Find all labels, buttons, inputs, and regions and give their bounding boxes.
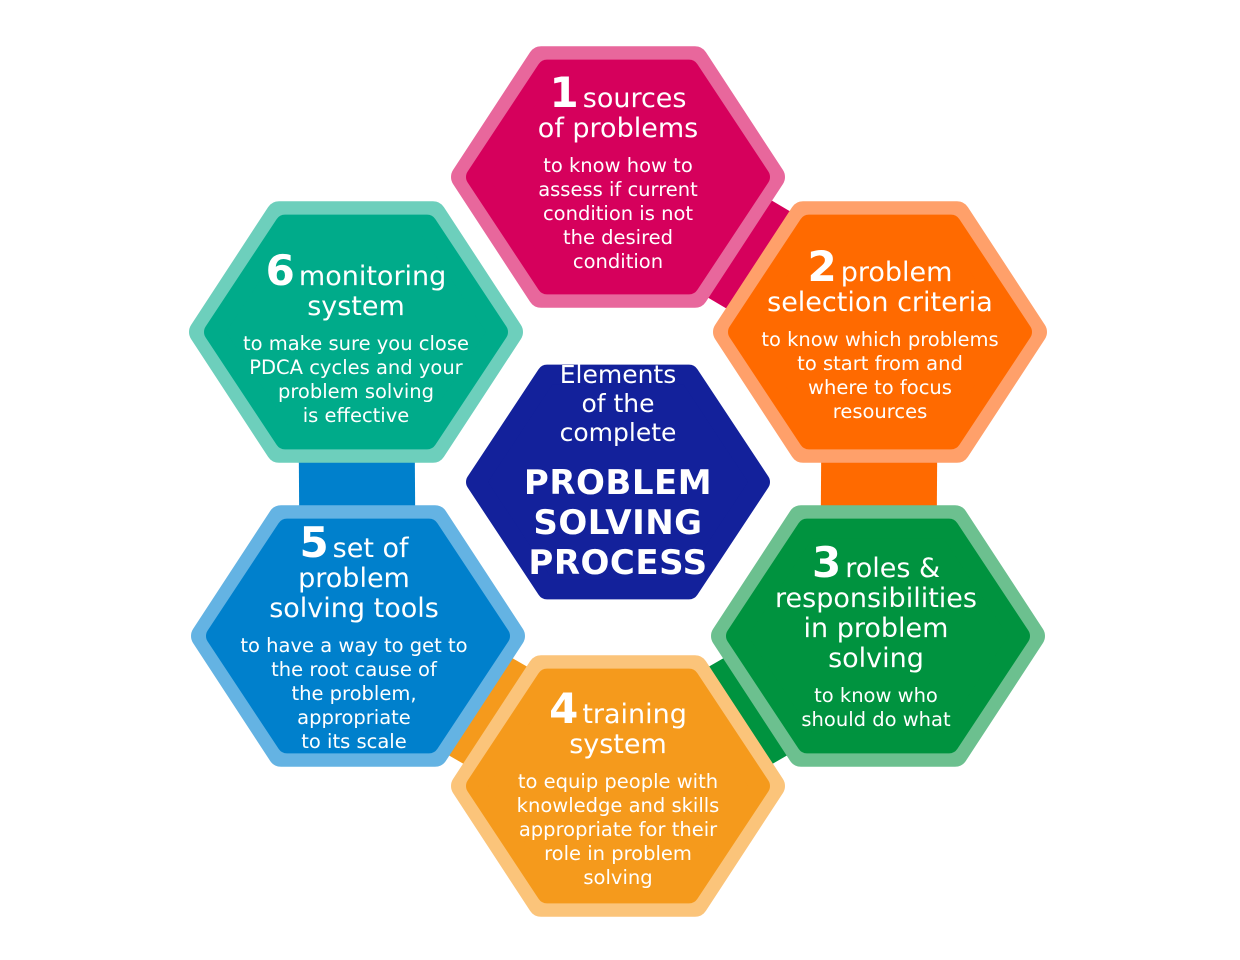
element-5-number: 5 [299, 518, 329, 567]
element-1-description: to know how to assess if current conditi… [478, 154, 758, 274]
element-2-desc-line: to start from and [797, 352, 963, 375]
center-main-line: SOLVING [533, 503, 703, 543]
element-5-desc-line: the root cause of [271, 658, 437, 681]
element-3-desc-line: to know who [814, 684, 938, 707]
element-5-title-line: set of [332, 533, 409, 564]
element-4-desc-line: to equip people with [517, 770, 719, 793]
element-5-title-line: problem [298, 563, 410, 594]
element-1-desc-line: assess if current [538, 178, 698, 201]
element-2-desc-line: where to focus [808, 376, 952, 399]
element-4-number: 4 [549, 684, 579, 733]
center-intro-line: complete [559, 418, 677, 447]
element-3-hex [726, 518, 1030, 754]
element-5: 5 set of problem solving tools to have a … [214, 522, 494, 754]
element-6-number: 6 [265, 246, 295, 295]
element-5-desc-line: to have a way to get to [240, 634, 468, 657]
element-3-title-line: responsibilities [775, 583, 977, 614]
element-5-description: to have a way to get to the root cause o… [214, 634, 494, 754]
element-2-title-line: problem [840, 257, 953, 288]
element-1: 1 sources of problems to know how to asse… [478, 72, 758, 274]
element-2-number: 2 [807, 242, 837, 291]
element-6-hex [204, 214, 508, 450]
element-1-hex [466, 59, 770, 295]
element-4: 4 training system to equip people with kn… [478, 688, 758, 890]
element-3-title-line: solving [828, 643, 924, 674]
element-1-number: 1 [549, 68, 579, 117]
element-5-desc-line: to its scale [301, 730, 407, 753]
element-4-hex [466, 668, 770, 904]
element-4-desc-line: solving [583, 866, 653, 889]
element-2-desc-line: to know which problems [761, 328, 999, 351]
element-4-desc-line: appropriate for their [518, 818, 718, 841]
element-4-title-line: training [582, 699, 687, 730]
element-3-desc-line: should do what [801, 708, 951, 731]
element-6-title-line: system [307, 291, 405, 322]
center-heading: Elements of the complete PROBLEM SOLVING… [478, 360, 758, 583]
element-2: 2 problem selection criteria to know whic… [740, 246, 1020, 424]
element-2-hex [728, 214, 1032, 450]
element-2-title: 2 problem selection criteria [740, 246, 1020, 318]
element-4-description: to equip people with knowledge and skill… [478, 770, 758, 890]
element-1-title: 1 sources of problems [478, 72, 758, 144]
element-6-desc-line: problem solving [277, 380, 435, 403]
center-main-line: PROCESS [528, 543, 708, 583]
element-3-title: 3 roles & responsibilities in problem sol… [736, 542, 1016, 674]
element-3-title-line: in problem [803, 613, 949, 644]
element-1-desc-line: condition [572, 250, 664, 273]
element-2-desc-line: resources [832, 400, 928, 423]
center-main-title: PROBLEM SOLVING PROCESS [478, 463, 758, 583]
element-1-title-line: of problems [537, 113, 699, 144]
element-6-desc-line: is effective [302, 404, 410, 427]
element-1-title-line: sources [582, 83, 687, 114]
element-2-description: to know which problems to start from and… [740, 328, 1020, 424]
element-6-title: 6 monitoring system [216, 250, 496, 322]
element-3-number: 3 [811, 538, 842, 587]
element-1-desc-line: the desired [562, 226, 674, 249]
element-6-desc-line: to make sure you close [242, 332, 470, 355]
hexagons [189, 46, 1047, 917]
element-3: 3 roles & responsibilities in problem sol… [736, 542, 1016, 732]
element-3-title-line: roles & [845, 553, 941, 584]
element-3-description: to know who should do what [736, 684, 1016, 732]
element-4-title: 4 training system [478, 688, 758, 760]
element-6-description: to make sure you close PDCA cycles and y… [216, 332, 496, 428]
element-4-title-line: system [569, 729, 667, 760]
center-main-line: PROBLEM [523, 463, 713, 503]
element-2-title-line: selection criteria [767, 287, 993, 318]
center-hex [466, 364, 770, 600]
element-1-desc-line: to know how to [543, 154, 693, 177]
element-6-desc-line: PDCA cycles and your [249, 356, 463, 379]
element-4-desc-line: knowledge and skills [516, 794, 720, 817]
element-5-desc-line: the problem, [291, 682, 417, 705]
element-4-desc-line: role in problem [544, 842, 692, 865]
center-intro-line: Elements [559, 360, 677, 389]
center-intro-line: of the [581, 389, 655, 418]
element-6-title-line: monitoring [298, 261, 447, 292]
element-1-desc-line: condition is not [542, 202, 694, 225]
element-5-title-line: solving tools [269, 593, 439, 624]
element-5-hex [206, 518, 510, 754]
element-6: 6 monitoring system to make sure you clos… [216, 250, 496, 428]
center-intro: Elements of the complete [478, 360, 758, 447]
element-5-desc-line: appropriate [297, 706, 411, 729]
element-5-title: 5 set of problem solving tools [214, 522, 494, 624]
